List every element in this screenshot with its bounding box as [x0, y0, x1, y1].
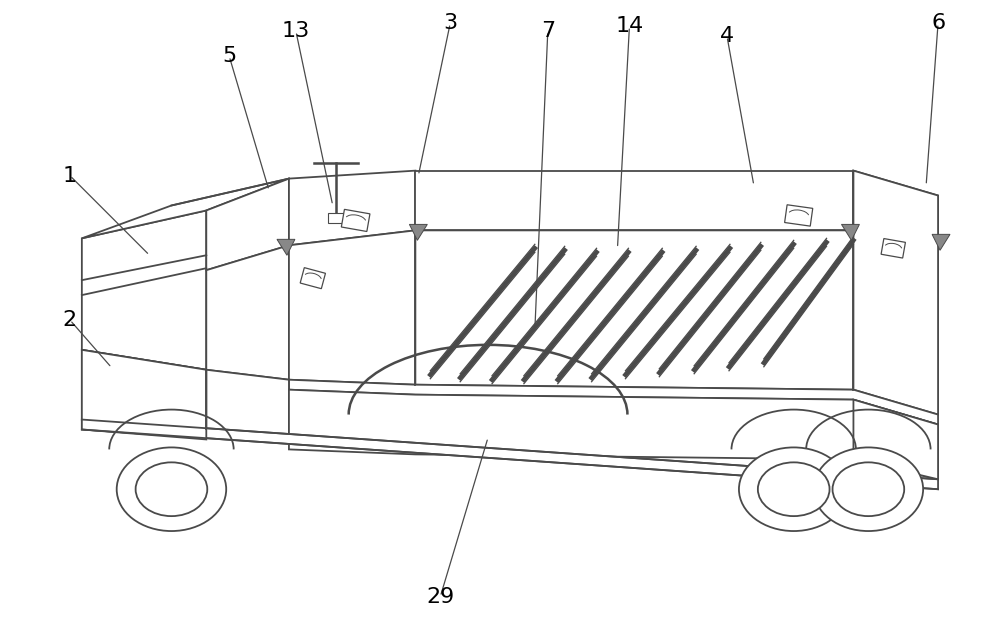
- Polygon shape: [289, 380, 938, 425]
- Text: 2: 2: [63, 310, 77, 330]
- Text: 5: 5: [222, 46, 236, 66]
- Ellipse shape: [136, 463, 207, 516]
- Bar: [328, 213, 344, 223]
- Polygon shape: [82, 179, 289, 239]
- Text: 29: 29: [426, 587, 454, 607]
- Polygon shape: [932, 234, 950, 251]
- Ellipse shape: [117, 447, 226, 531]
- Polygon shape: [206, 245, 289, 380]
- Polygon shape: [82, 211, 206, 370]
- Text: 6: 6: [931, 13, 945, 33]
- Polygon shape: [277, 239, 295, 256]
- Polygon shape: [289, 230, 415, 385]
- Ellipse shape: [814, 447, 923, 531]
- Polygon shape: [82, 350, 206, 430]
- Polygon shape: [853, 170, 938, 415]
- Polygon shape: [206, 179, 289, 270]
- Polygon shape: [289, 230, 938, 415]
- Ellipse shape: [739, 447, 848, 531]
- Text: 13: 13: [282, 21, 310, 41]
- Polygon shape: [300, 268, 325, 289]
- Polygon shape: [82, 420, 938, 489]
- Polygon shape: [289, 390, 938, 480]
- Polygon shape: [341, 209, 370, 232]
- Polygon shape: [853, 170, 938, 240]
- Polygon shape: [785, 205, 813, 226]
- Ellipse shape: [833, 463, 904, 516]
- Text: 7: 7: [541, 21, 555, 41]
- Text: 4: 4: [720, 27, 734, 46]
- Polygon shape: [881, 239, 905, 258]
- Text: 14: 14: [615, 16, 644, 36]
- Polygon shape: [415, 170, 853, 230]
- Polygon shape: [853, 399, 938, 480]
- Text: 1: 1: [63, 165, 77, 186]
- Text: 3: 3: [443, 13, 457, 33]
- Polygon shape: [409, 225, 427, 240]
- Polygon shape: [289, 170, 415, 245]
- Polygon shape: [841, 225, 859, 240]
- Ellipse shape: [758, 463, 830, 516]
- Polygon shape: [82, 350, 206, 439]
- Polygon shape: [206, 370, 289, 439]
